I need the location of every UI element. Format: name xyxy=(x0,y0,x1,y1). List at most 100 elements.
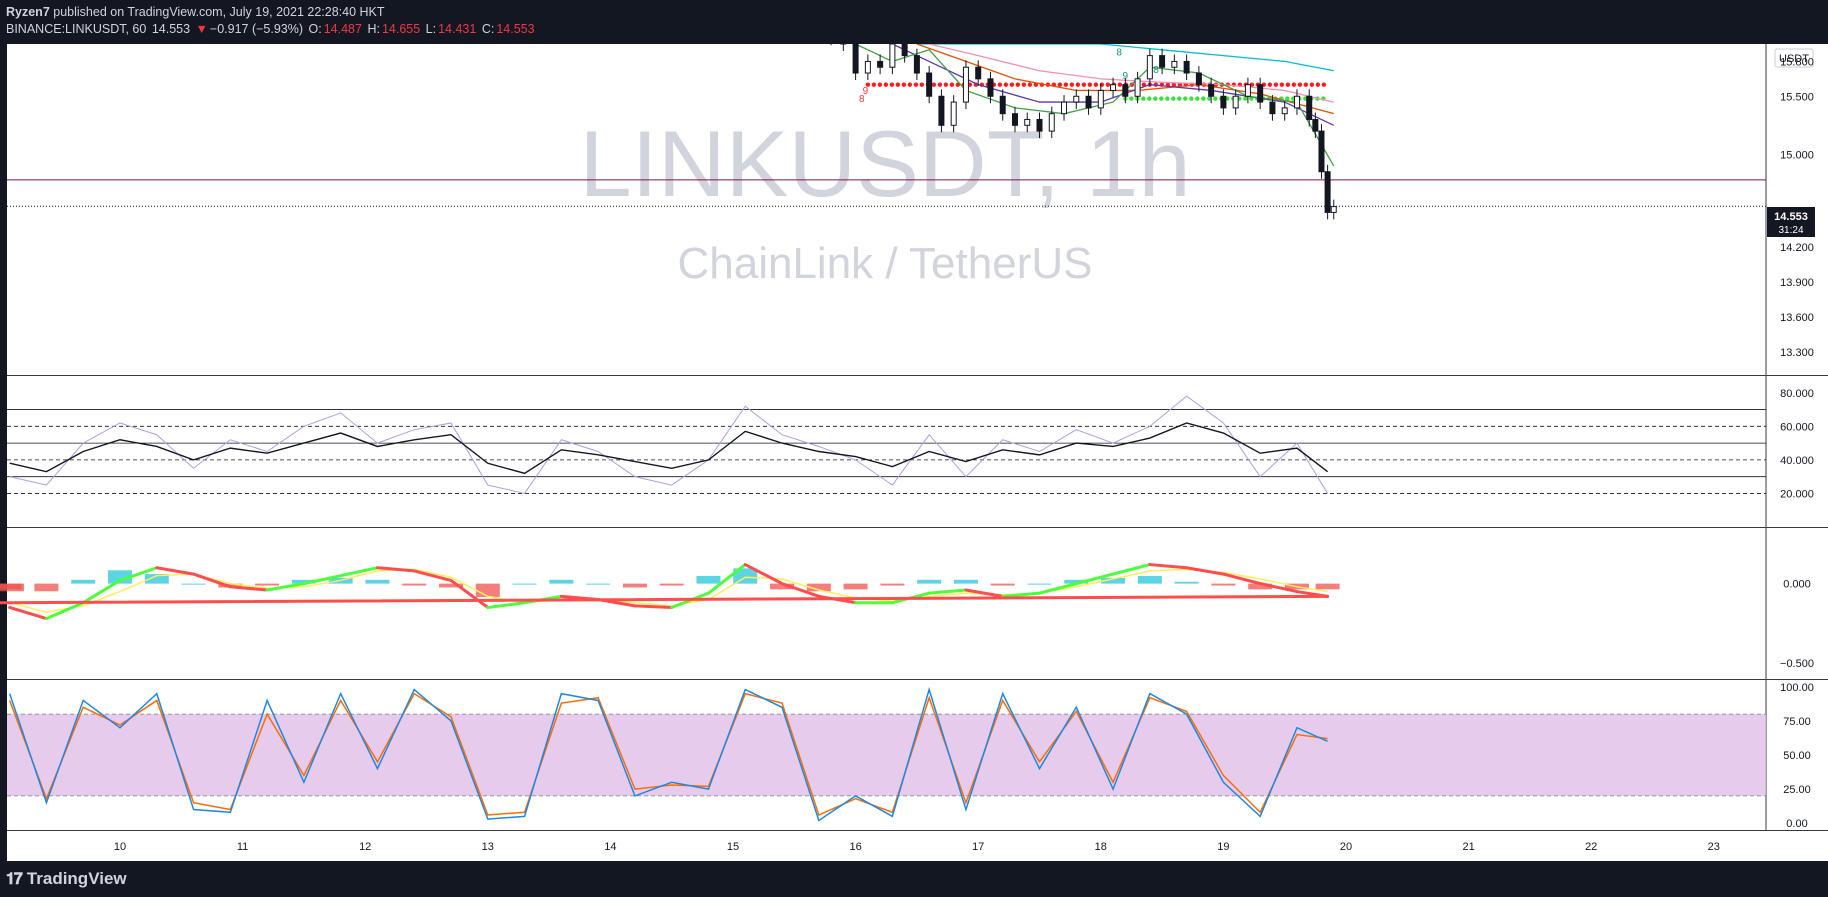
time-tick-label: 16 xyxy=(849,841,861,853)
rsi-plot xyxy=(7,395,1766,495)
resistance-dot xyxy=(1117,82,1123,87)
author-name[interactable]: Ryzen7 xyxy=(6,5,50,19)
macd-histogram-bar xyxy=(549,579,574,584)
macd-histogram-bar xyxy=(1174,581,1199,584)
currency-box[interactable] xyxy=(1774,48,1814,68)
macd-plot xyxy=(0,563,1340,621)
sequential-count-marker: 8 xyxy=(1116,48,1122,59)
resistance-dot xyxy=(1315,82,1321,87)
macd-histogram-bar xyxy=(990,583,1015,586)
macd-histogram-bar xyxy=(512,583,537,585)
candle-body xyxy=(901,44,908,57)
resistance-dot xyxy=(1009,82,1015,87)
candle-body xyxy=(938,95,945,126)
open-value: 14.487 xyxy=(323,22,362,36)
watermark-ticker: LINKUSDT, 1h xyxy=(579,111,1190,216)
time-axis-ticks: 10 11 12 13 14 15 16 17 18 19 20 21 22 23 xyxy=(114,841,1720,853)
resistance-dot xyxy=(883,82,889,87)
resistance-dot xyxy=(997,82,1003,87)
macd-histogram-bar xyxy=(622,583,647,588)
candle-body xyxy=(1122,84,1129,97)
resistance-dot xyxy=(1273,82,1279,87)
time-axis[interactable] xyxy=(7,830,1828,861)
macd-line-segment xyxy=(743,563,784,586)
macd-histogram-bar xyxy=(953,579,978,584)
candle-body xyxy=(1097,89,1104,109)
candle-countdown: 31:24 xyxy=(1778,225,1803,236)
macd-line-segment xyxy=(486,601,527,609)
stoch-tick-label: 50.00 xyxy=(1783,750,1811,762)
support-dot xyxy=(1165,96,1170,101)
stoch-tick-label: 100.00 xyxy=(1780,682,1814,694)
rsi-tick-label: 80.000 xyxy=(1780,388,1814,400)
support-dot xyxy=(1207,96,1212,101)
candle-body xyxy=(1146,55,1153,80)
candle-body xyxy=(864,60,871,74)
resistance-dot xyxy=(1303,82,1309,87)
macd-histogram-bar xyxy=(770,583,795,590)
sequential-count-marker: 8 xyxy=(812,44,818,47)
stoch-plot xyxy=(7,686,1766,822)
macd-histogram-bar xyxy=(291,579,316,584)
symbol-label[interactable]: BINANCE:LINKUSDT, 60 xyxy=(6,22,147,36)
candle-body xyxy=(1183,60,1190,74)
candle-body xyxy=(877,60,884,68)
time-tick-label: 20 xyxy=(1340,841,1352,853)
rsi-pane[interactable] xyxy=(7,376,1766,527)
sequential-count-marker: 8 xyxy=(859,94,865,105)
macd-line-segment xyxy=(1185,566,1225,576)
price-axis[interactable] xyxy=(1766,44,1828,861)
price-pane[interactable] xyxy=(7,44,1766,375)
macd-histogram-bar xyxy=(696,576,721,584)
stoch-tick-label: 75.00 xyxy=(1783,716,1811,728)
macd-histogram-bar xyxy=(1137,576,1162,584)
published-text: published on TradingView.com, July 19, 2… xyxy=(53,5,385,19)
price-tick-label: 14.200 xyxy=(1780,242,1814,254)
chart-canvas[interactable]: LINKUSDT, 1h ChainLink / TetherUS USDT 1… xyxy=(0,44,1828,861)
candle-body xyxy=(1232,95,1239,109)
macd-histogram-bar xyxy=(365,579,390,584)
stoch-band xyxy=(7,714,1766,796)
candle-body xyxy=(962,66,969,103)
macd-line-segment xyxy=(1111,563,1152,576)
price-tick-label: 15.000 xyxy=(1780,149,1814,161)
resistance-dot xyxy=(1027,82,1033,87)
macd-histogram-bar xyxy=(402,583,427,586)
candle-body xyxy=(1048,113,1055,132)
candle-body xyxy=(975,66,982,80)
resistance-dot xyxy=(943,82,949,87)
resistance-dot xyxy=(1279,82,1285,87)
resistance-dot xyxy=(1285,82,1291,87)
low-label: L: xyxy=(425,22,437,36)
sequential-count-marker: 9 xyxy=(1123,71,1129,82)
support-dot xyxy=(1147,96,1152,101)
macd-histogram-bar xyxy=(1211,583,1236,586)
macd-histogram-bar xyxy=(733,568,758,584)
support-dot xyxy=(1189,96,1194,101)
price-tick-label: 13.300 xyxy=(1780,347,1814,359)
macd-line-segment xyxy=(633,604,674,609)
candle-body xyxy=(1110,84,1117,91)
rsi-axis-ticks: 80.000 60.000 40.000 20.000 xyxy=(1780,388,1814,501)
resistance-dot xyxy=(1015,82,1021,87)
tradingview-logo[interactable]: 𝟏𝟕 TradingView xyxy=(6,869,127,889)
macd-histogram-bar xyxy=(1315,583,1340,590)
candle-body xyxy=(1244,84,1251,97)
support-dot xyxy=(1159,96,1164,101)
chart-header: Ryzen7 published on TradingView.com, Jul… xyxy=(0,0,1828,44)
support-dot xyxy=(1129,96,1134,101)
stoch-tick-label: 0.00 xyxy=(1786,818,1807,830)
resistance-dot xyxy=(1309,82,1315,87)
macd-histogram-bar xyxy=(806,583,831,592)
support-dot xyxy=(1183,96,1188,101)
macd-histogram-bar xyxy=(659,583,684,586)
rsi-tick-label: 20.000 xyxy=(1780,488,1814,500)
resistance-dot xyxy=(1321,82,1327,87)
current-price-value: 14.553 xyxy=(1774,211,1808,223)
ohlc-legend: BINANCE:LINKUSDT, 60 14.553 ▼ −0.917 (−5.… xyxy=(6,22,537,36)
macd-line-segment xyxy=(1038,582,1078,595)
resistance-dot xyxy=(1171,82,1177,87)
resistance-dot xyxy=(1105,82,1111,87)
macd-line-segment xyxy=(1148,563,1189,570)
resistance-dot xyxy=(1093,82,1099,87)
